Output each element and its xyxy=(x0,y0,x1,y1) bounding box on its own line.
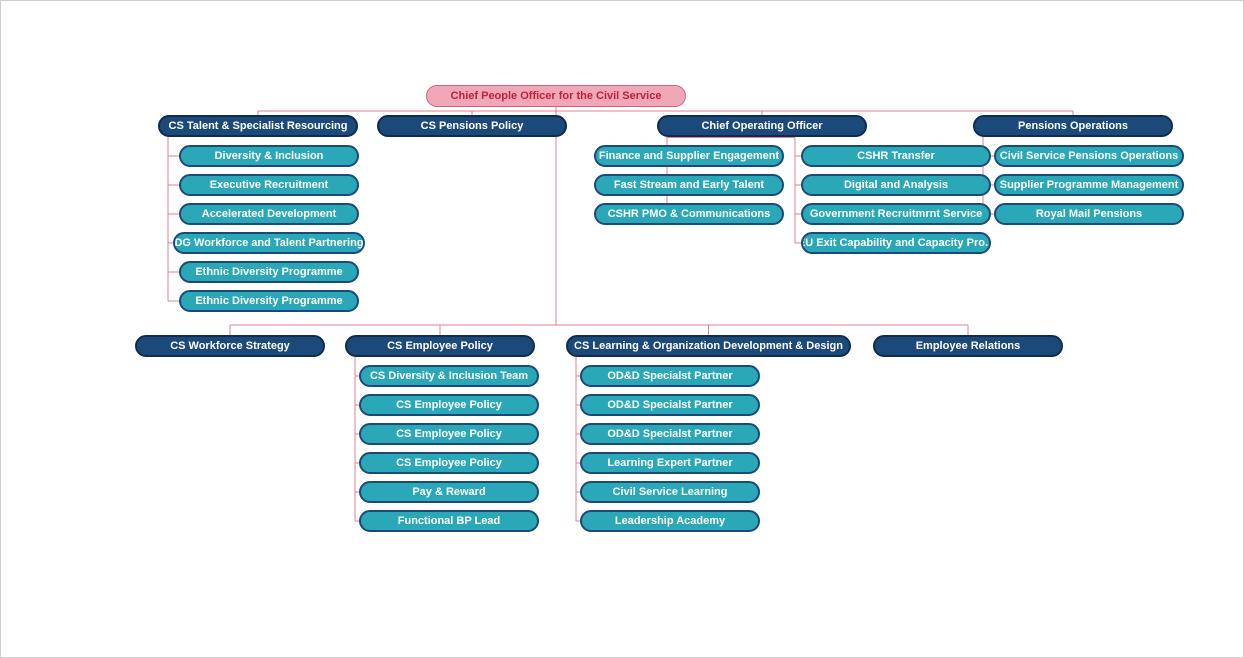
org-node-coo_b2: Digital and Analysis xyxy=(801,174,991,196)
org-node-coo_b3: Government Recruitmrnt Service xyxy=(801,203,991,225)
org-node-r2_emprel: Employee Relations xyxy=(873,335,1063,357)
org-node-talent_5: Ethnic Diversity Programme xyxy=(179,261,359,283)
org-node-emp_4: CS Employee Policy xyxy=(359,452,539,474)
org-chart-canvas: Chief People Officer for the Civil Servi… xyxy=(0,0,1244,658)
org-node-learn_1: OD&D Specialst Partner xyxy=(580,365,760,387)
org-node-learn_6: Leadership Academy xyxy=(580,510,760,532)
org-node-coo_a2: Fast Stream and Early Talent xyxy=(594,174,784,196)
org-node-emp_2: CS Employee Policy xyxy=(359,394,539,416)
org-node-r2_learn: CS Learning & Organization Development &… xyxy=(566,335,851,357)
org-node-learn_4: Learning Expert Partner xyxy=(580,452,760,474)
org-node-r1_coo: Chief Operating Officer xyxy=(657,115,867,137)
org-node-emp_3: CS Employee Policy xyxy=(359,423,539,445)
org-node-talent_1: Diversity & Inclusion xyxy=(179,145,359,167)
org-node-talent_2: Executive Recruitment xyxy=(179,174,359,196)
org-node-r2_emp: CS Employee Policy xyxy=(345,335,535,357)
org-node-r1_pensions: CS Pensions Policy xyxy=(377,115,567,137)
org-node-penops_2: Supplier Programme Management xyxy=(994,174,1184,196)
org-node-penops_1: Civil Service Pensions Operations xyxy=(994,145,1184,167)
org-node-learn_3: OD&D Specialst Partner xyxy=(580,423,760,445)
org-node-learn_5: Civil Service Learning xyxy=(580,481,760,503)
org-node-coo_b1: CSHR Transfer xyxy=(801,145,991,167)
org-node-emp_6: Functional BP Lead xyxy=(359,510,539,532)
org-node-coo_b4: EU Exit Capability and Capacity Pro... xyxy=(801,232,991,254)
org-node-penops_3: Royal Mail Pensions xyxy=(994,203,1184,225)
org-node-emp_1: CS Diversity & Inclusion Team xyxy=(359,365,539,387)
org-node-root: Chief People Officer for the Civil Servi… xyxy=(426,85,686,107)
org-node-emp_5: Pay & Reward xyxy=(359,481,539,503)
org-node-talent_4: DG Workforce and Talent Partnering xyxy=(173,232,365,254)
org-node-coo_a1: Finance and Supplier Engagement xyxy=(594,145,784,167)
org-node-r1_penops: Pensions Operations xyxy=(973,115,1173,137)
org-node-talent_6: Ethnic Diversity Programme xyxy=(179,290,359,312)
org-node-r2_workforce: CS Workforce Strategy xyxy=(135,335,325,357)
org-node-learn_2: OD&D Specialst Partner xyxy=(580,394,760,416)
org-node-coo_a3: CSHR PMO & Communications xyxy=(594,203,784,225)
org-node-talent_3: Accelerated Development xyxy=(179,203,359,225)
org-node-r1_talent: CS Talent & Specialist Resourcing xyxy=(158,115,358,137)
